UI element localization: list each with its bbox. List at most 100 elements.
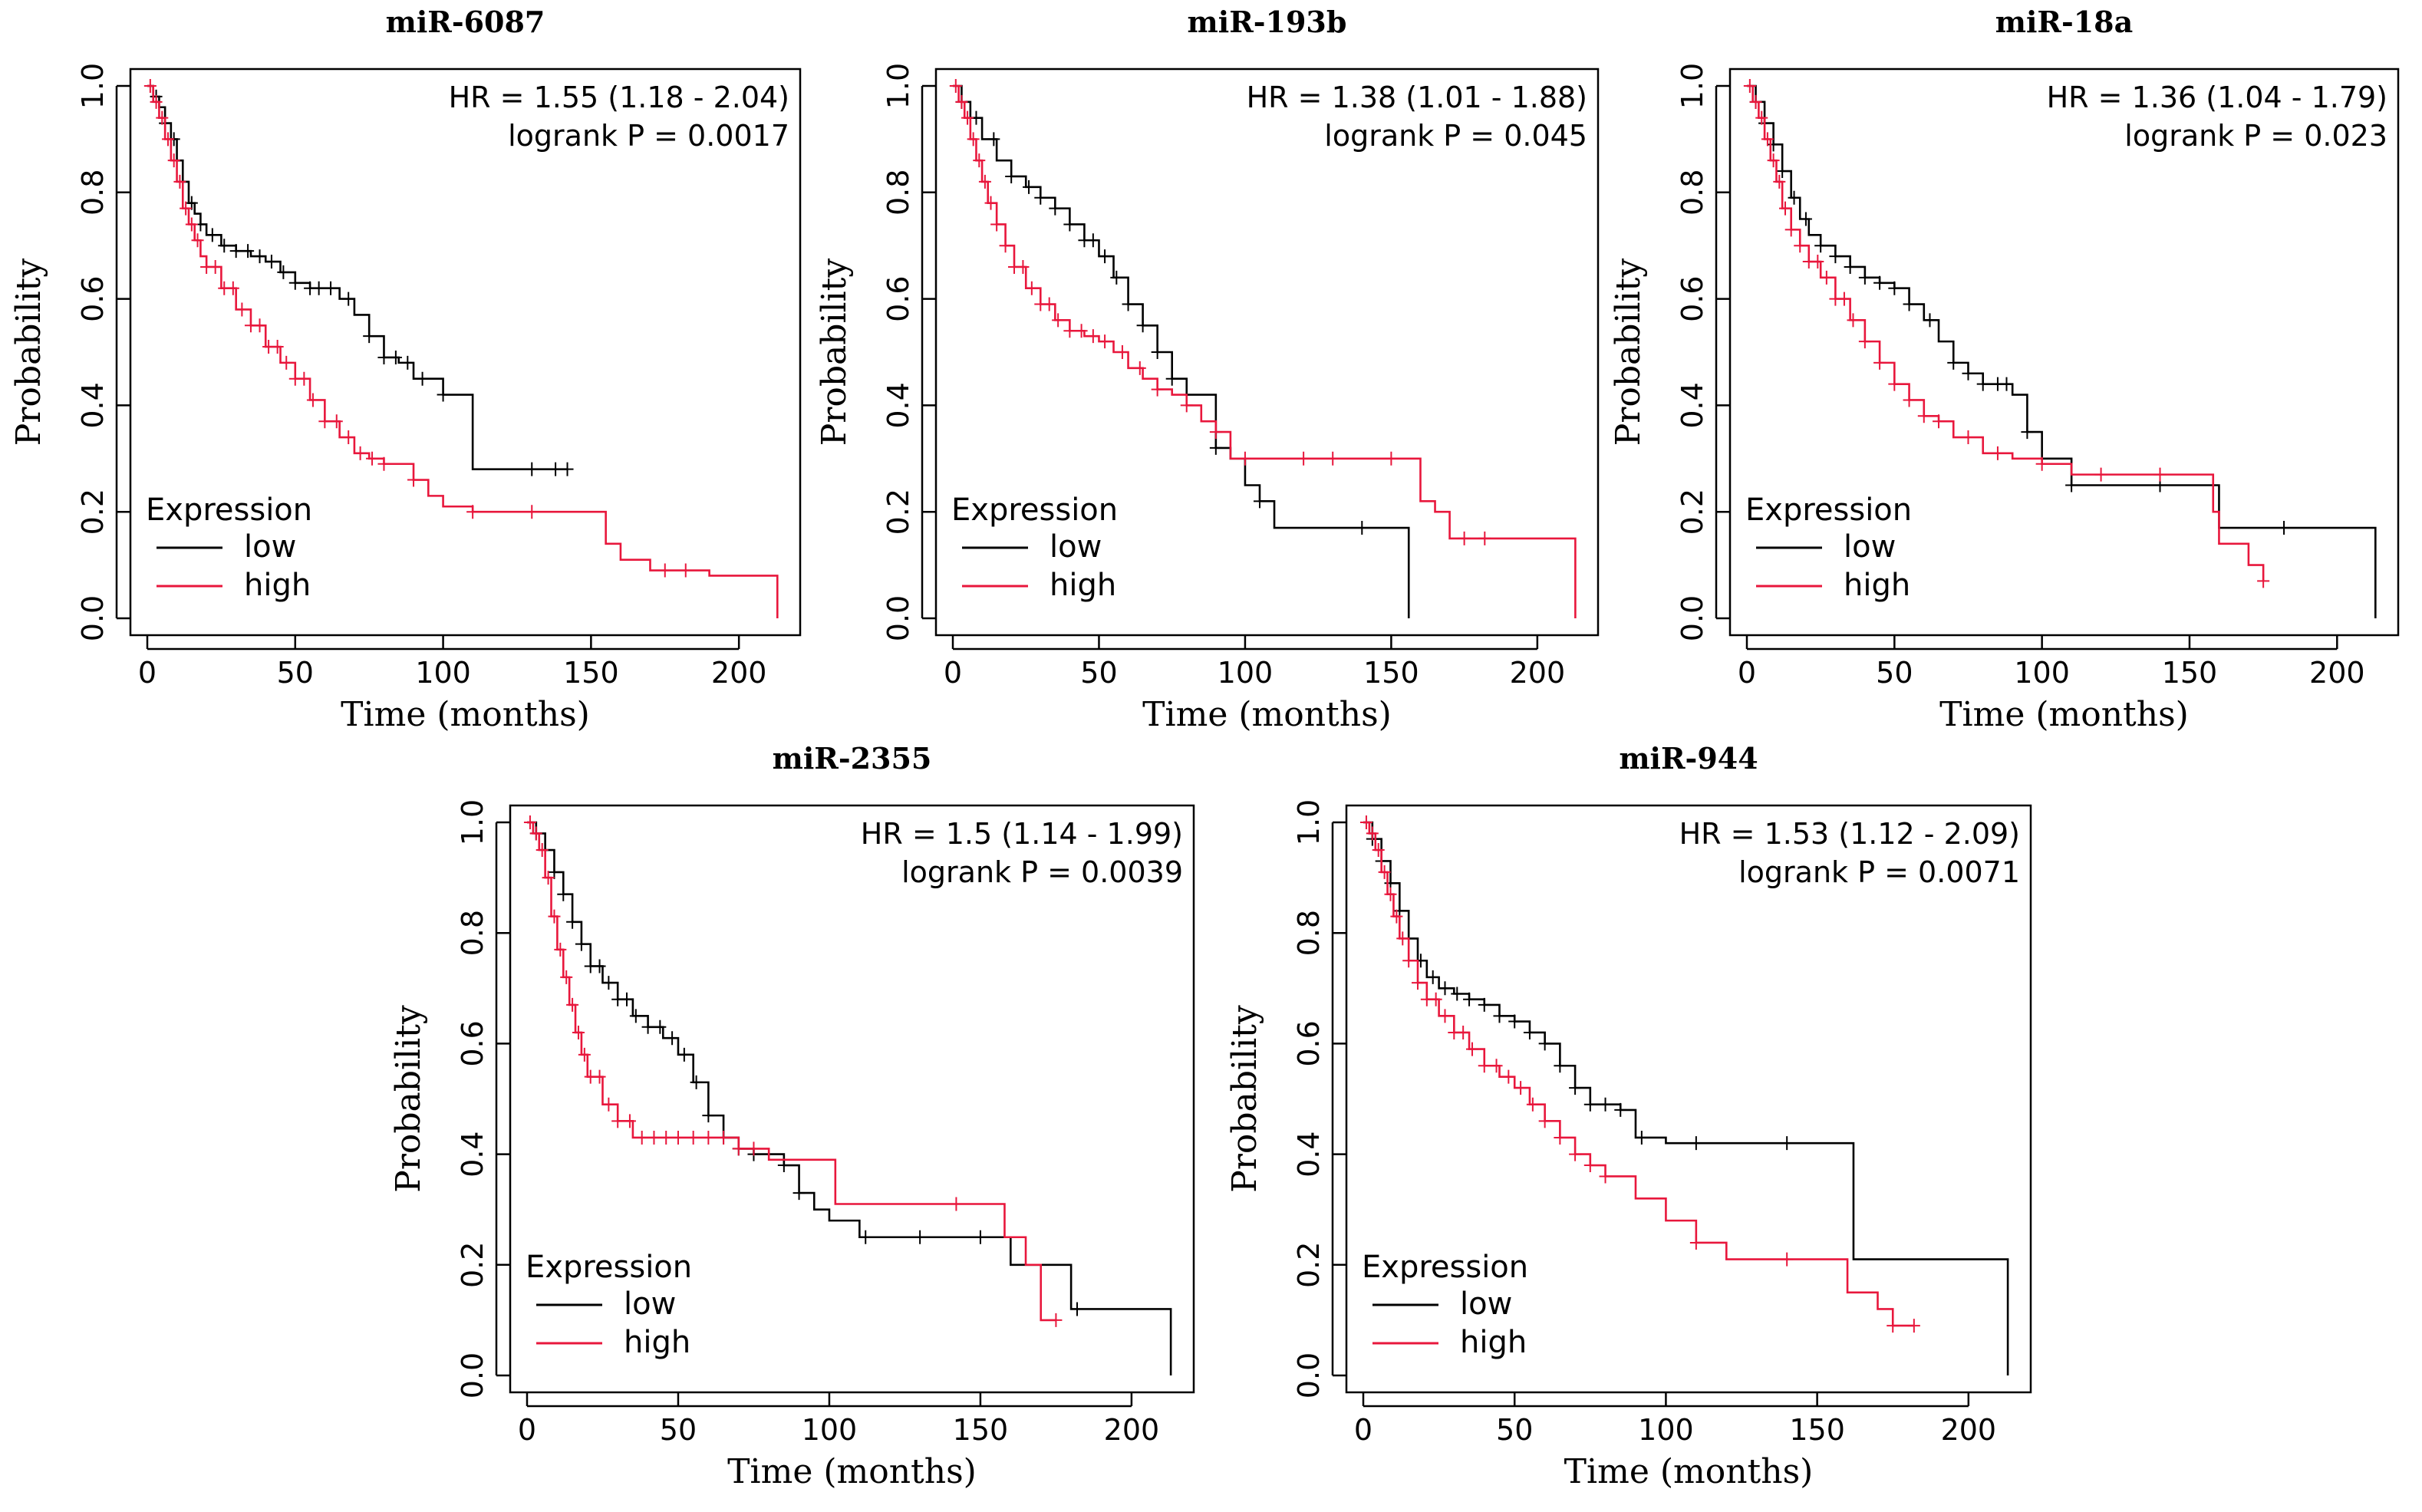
y-tick-label: 0.2 [76,489,110,535]
censor-mark-low [312,281,325,295]
y-tick-label: 1.0 [456,799,489,845]
censor-mark-low [1781,1136,1794,1151]
censor-mark-high [566,997,579,1012]
hazard-ratio-text: HR = 1.55 (1.18 - 2.04) [449,81,789,114]
legend-label-high: high [624,1325,690,1360]
legend-label-low: low [1460,1286,1512,1322]
censor-mark-low [1463,992,1476,1006]
censor-mark-low [288,275,302,290]
censor-mark-high [747,1141,760,1156]
censor-mark-low [1165,371,1178,386]
censor-mark-high [635,1130,648,1145]
y-tick-label: 0.8 [1676,170,1709,216]
censor-mark-low [1478,997,1491,1012]
censor-mark-low [1829,249,1842,264]
censor-mark-low [548,865,561,879]
censor-mark-high [1075,324,1088,338]
censor-mark-high [1384,887,1397,901]
x-tick-label: 0 [1738,656,1756,690]
censor-mark-high [167,153,180,168]
censor-mark-low [1209,440,1222,455]
censor-mark-high [1465,1042,1478,1056]
km-curve-low [953,84,1410,618]
x-tick-label: 50 [1080,656,1117,690]
logrank-p-text: logrank P = 0.0017 [508,119,789,153]
censor-mark-high [330,414,343,429]
censor-mark-high [253,318,266,333]
censor-mark-high [1502,1069,1515,1084]
censor-mark-low [1023,180,1036,194]
censor-mark-high [1820,270,1833,285]
logrank-p-text: logrank P = 0.045 [1324,119,1587,153]
x-tick-label: 150 [1363,656,1419,690]
censor-mark-high [306,393,319,407]
legend-label-high: high [1460,1325,1527,1360]
censor-mark-high [1438,1009,1452,1023]
censor-mark-high [377,456,390,471]
censor-mark-high [236,302,249,317]
y-axis-label: Probability [815,259,854,446]
censor-mark-low [206,228,219,242]
censor-mark-high [542,871,555,885]
censor-mark-high [560,970,573,984]
censor-mark-high [1847,313,1860,328]
censor-mark-high [658,563,671,578]
km-curve-high [1747,84,2265,581]
censor-mark-high [523,815,536,829]
censor-mark-low [666,1031,679,1046]
censor-mark-high [185,217,198,232]
censor-mark-high [1385,451,1398,466]
panel-title: miR-193b [1188,5,1347,39]
x-tick-label: 100 [1218,656,1274,690]
censor-mark-high [1794,239,1807,253]
x-tick-label: 0 [944,656,962,690]
censor-mark-high [529,826,542,841]
censor-mark-low [1086,233,1099,248]
censor-mark-high [2257,574,2270,588]
censor-mark-low [1122,297,1135,311]
censor-mark-low [1599,1097,1612,1112]
censor-mark-low [325,281,338,295]
censor-mark-high [611,1114,624,1128]
x-tick-label: 100 [1638,1413,1694,1447]
censor-mark-high [366,451,379,466]
legend-label-high: high [1050,568,1116,603]
y-tick-label: 1.0 [881,63,915,109]
censor-mark-low [1799,212,1812,226]
series-high [1359,815,1920,1333]
x-tick-label: 0 [1354,1413,1372,1447]
censor-mark-high [1526,1097,1539,1112]
censor-mark-high [1429,992,1442,1006]
censor-mark-high [1779,201,1791,216]
censor-mark-high [1052,313,1065,328]
km-panel-3: miR-18a 0 50 100 150 200 0.0 0.2 0.4 0.6 0.8 1.0 Tim… [1609,5,2400,734]
censor-mark-low [377,350,390,364]
x-tick-label: 100 [802,1413,858,1447]
censor-mark-high [1209,425,1222,440]
censor-mark-low [549,462,562,476]
km-panel-5: miR-944 0 50 100 150 200 0.0 0.2 0.4 0.6 0.8 1.0 Tim… [1225,741,2032,1491]
censor-mark-high [955,94,968,109]
y-tick-label: 0.2 [881,489,915,535]
censor-mark-low [1136,318,1149,333]
censor-mark-high [354,446,367,460]
censor-mark-high [1133,361,1146,375]
censor-mark-low [2000,377,2013,391]
censor-mark-low [1538,1036,1551,1051]
censor-mark-high [702,1130,715,1145]
censor-mark-low [1689,1136,1702,1151]
censor-mark-low [1776,164,1789,179]
censor-mark-low [1635,1130,1648,1145]
censor-mark-high [1888,377,1901,391]
x-tick-label: 100 [2014,656,2070,690]
censor-mark-low [1554,1059,1567,1073]
panel-title: miR-944 [1619,741,1758,776]
legend-label-low: low [1050,529,1102,565]
censor-mark-high [949,79,962,93]
censor-mark-high [1554,1130,1567,1145]
censor-mark-low [1976,377,1989,391]
censor-mark-high [648,1130,661,1145]
legend-label-low: low [624,1286,676,1322]
y-axis-label: Probability [1225,1005,1264,1193]
